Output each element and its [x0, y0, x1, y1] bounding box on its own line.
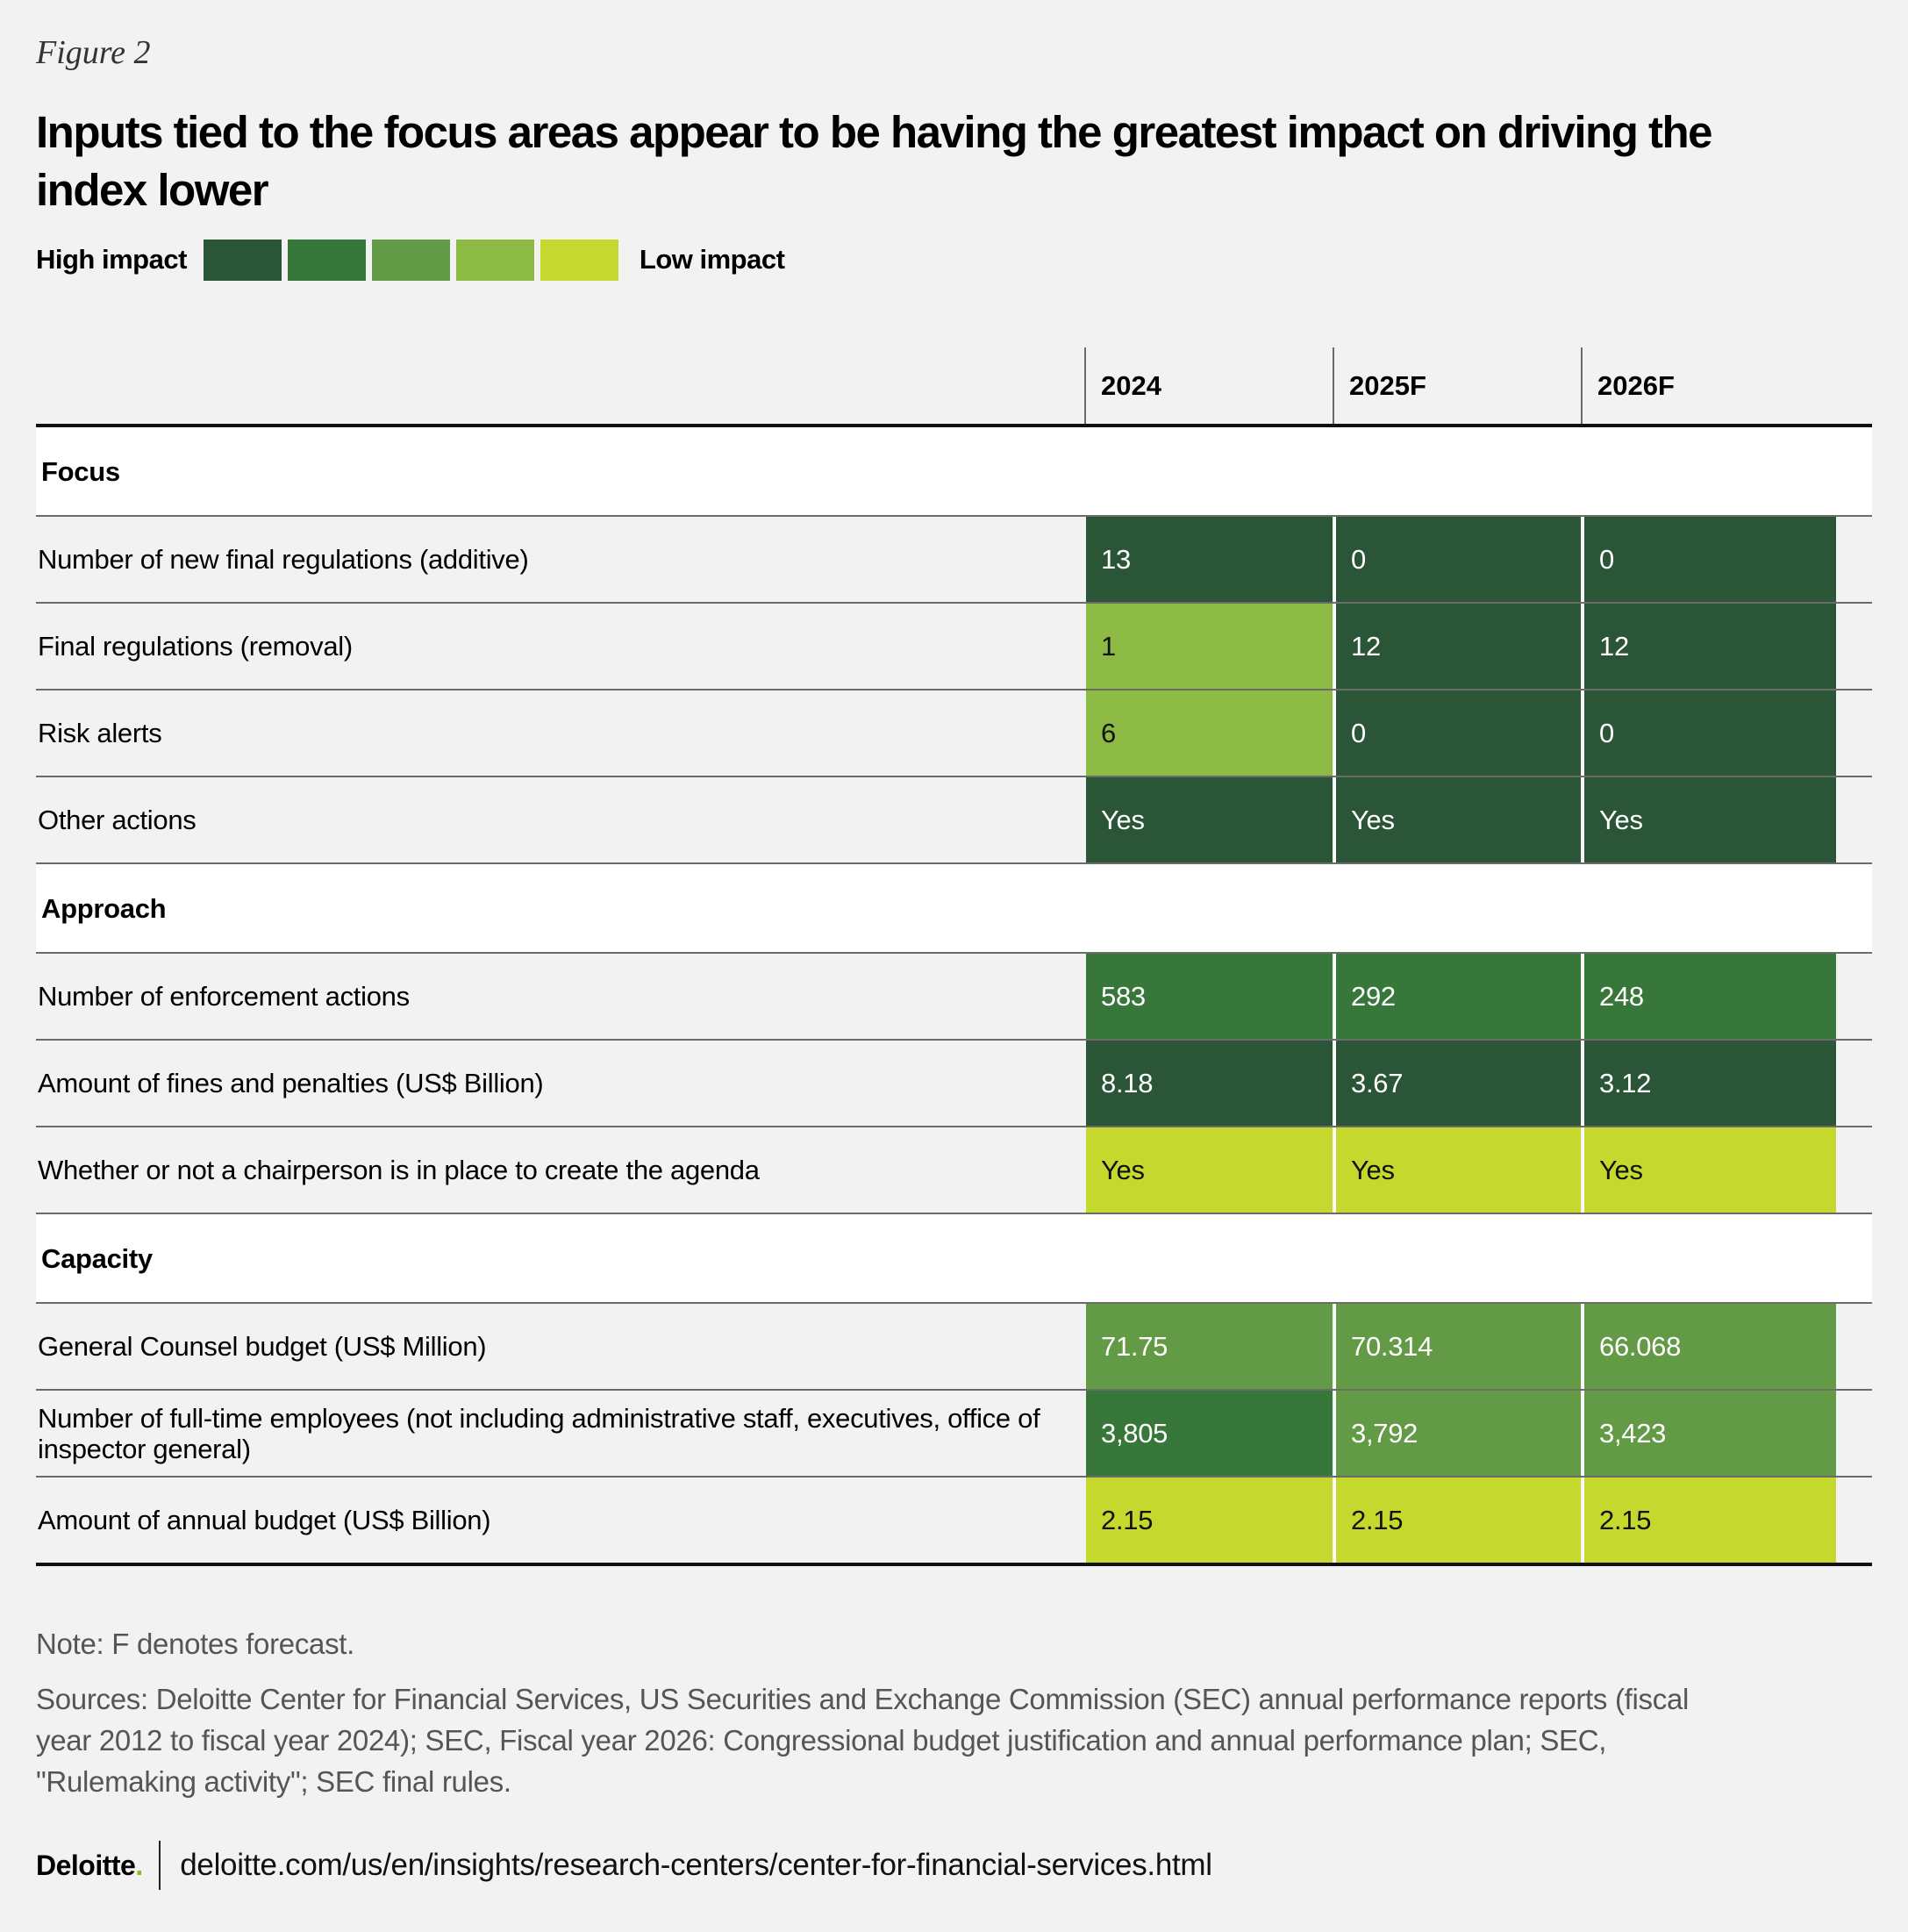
legend-swatch-3: [371, 239, 450, 281]
value-cell: 13: [1086, 517, 1333, 602]
table-header-row: 2024 2025F 2026F: [36, 347, 1872, 427]
table-row: Final regulations (removal) 1 12 12: [36, 604, 1872, 691]
value-cell: Yes: [1583, 777, 1836, 862]
value-cell: Yes: [1334, 1127, 1581, 1213]
value-cell: 6: [1086, 691, 1333, 776]
value-cell: 12: [1334, 604, 1581, 689]
row-label: Number of enforcement actions: [38, 981, 410, 1012]
chart-title: Inputs tied to the focus areas appear to…: [36, 107, 1713, 215]
value-cell: 8.18: [1086, 1041, 1333, 1126]
deloitte-logo-dot: .: [135, 1849, 144, 1881]
legend-swatch-1: [203, 239, 282, 281]
section-label: Capacity: [41, 1242, 153, 1274]
table-row: Whether or not a chairperson is in place…: [36, 1127, 1872, 1214]
row-label: Amount of fines and penalties (US$ Billi…: [38, 1068, 544, 1098]
row-label: Final regulations (removal): [38, 631, 353, 662]
value-cell: 248: [1583, 954, 1836, 1039]
section-label: Focus: [41, 455, 120, 487]
impact-table: 2024 2025F 2026F Focus Number of new fina…: [36, 347, 1872, 1566]
value-cell: 3,805: [1086, 1391, 1333, 1476]
value-cell: 0: [1583, 517, 1836, 602]
value-cell: 583: [1086, 954, 1333, 1039]
value-cell: 2.15: [1086, 1478, 1333, 1563]
table-row: Amount of annual budget (US$ Billion) 2.1…: [36, 1478, 1872, 1566]
footer-divider: [159, 1841, 161, 1890]
value-cell: Yes: [1583, 1127, 1836, 1213]
section-label: Approach: [41, 892, 167, 924]
section-row-capacity: Capacity: [36, 1214, 1872, 1304]
value-cell: Yes: [1334, 777, 1581, 862]
value-cell: 3.67: [1334, 1041, 1581, 1126]
value-cell: 0: [1583, 691, 1836, 776]
column-header-2026f: 2026F: [1581, 347, 1829, 424]
legend-low-label: Low impact: [639, 244, 785, 275]
value-cell: 3.12: [1583, 1041, 1836, 1126]
value-cell: 66.068: [1583, 1304, 1836, 1389]
value-cell: Yes: [1086, 777, 1333, 862]
value-cell: 71.75: [1086, 1304, 1333, 1389]
table-row: Risk alerts 6 0 0: [36, 691, 1872, 777]
row-label: Risk alerts: [38, 718, 162, 748]
note: Note: F denotes forecast.: [36, 1628, 355, 1660]
row-label: Number of new final regulations (additiv…: [38, 544, 529, 575]
value-cell: Yes: [1086, 1127, 1333, 1213]
value-cell: 3,423: [1583, 1391, 1836, 1476]
value-cell: 2.15: [1583, 1478, 1836, 1563]
value-cell: 0: [1334, 691, 1581, 776]
table-row: Other actions Yes Yes Yes: [36, 777, 1872, 864]
column-header-2025f: 2025F: [1333, 347, 1581, 424]
row-label: Number of full-time employees (not inclu…: [38, 1402, 1040, 1464]
value-cell: 292: [1334, 954, 1581, 1039]
legend-high-label: High impact: [36, 244, 187, 275]
table-row: Number of enforcement actions 583 292 248: [36, 954, 1872, 1041]
value-cell: 70.314: [1334, 1304, 1581, 1389]
legend-swatch-4: [455, 239, 534, 281]
value-cell: 0: [1334, 517, 1581, 602]
sources: Sources: Deloitte Center for Financial S…: [36, 1683, 1690, 1798]
value-cell: 2.15: [1334, 1478, 1581, 1563]
legend-swatch-2: [287, 239, 366, 281]
table-row: General Counsel budget (US$ Million) 71.7…: [36, 1304, 1872, 1391]
table-row: Number of new final regulations (additiv…: [36, 517, 1872, 604]
table-row: Number of full-time employees (not inclu…: [36, 1391, 1872, 1478]
legend: High impact Low impact: [36, 239, 785, 281]
value-cell: 3,792: [1334, 1391, 1581, 1476]
section-row-focus: Focus: [36, 427, 1872, 517]
footer: Deloitte. deloitte.com/us/en/insights/re…: [36, 1839, 1212, 1892]
footer-url[interactable]: deloitte.com/us/en/insights/research-cen…: [180, 1848, 1212, 1882]
figure-label: Figure 2: [36, 34, 151, 71]
row-label: Amount of annual budget (US$ Billion): [38, 1505, 491, 1535]
value-cell: 1: [1086, 604, 1333, 689]
row-label: General Counsel budget (US$ Million): [38, 1331, 487, 1362]
section-row-approach: Approach: [36, 864, 1872, 954]
deloitte-logo: Deloitte: [36, 1849, 136, 1881]
legend-swatch-5: [540, 239, 618, 281]
column-header-2024: 2024: [1084, 347, 1333, 424]
value-cell: 12: [1583, 604, 1836, 689]
row-label: Other actions: [38, 805, 197, 835]
row-label: Whether or not a chairperson is in place…: [38, 1155, 760, 1185]
table-row: Amount of fines and penalties (US$ Billi…: [36, 1041, 1872, 1127]
